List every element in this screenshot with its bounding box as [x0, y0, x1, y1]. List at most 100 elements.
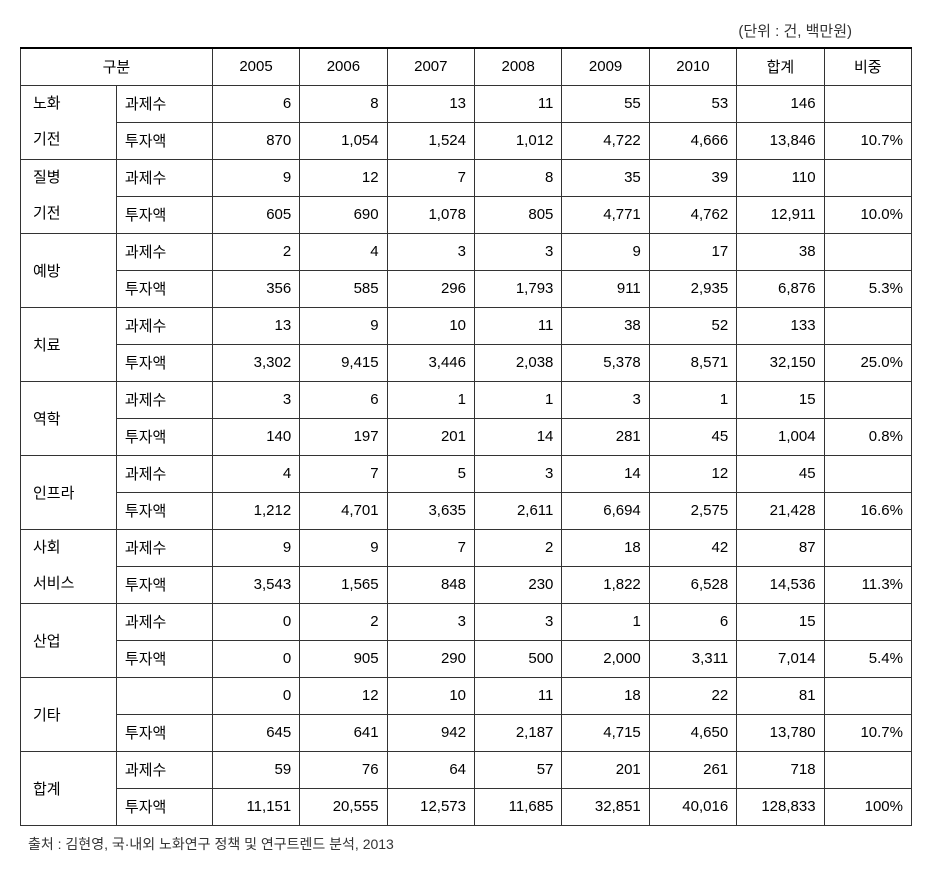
data-cell: 1: [387, 381, 474, 418]
subcategory-cell: 투자액: [116, 714, 212, 751]
data-cell: 605: [212, 196, 299, 233]
header-year: 2009: [562, 48, 649, 85]
data-cell: 10: [387, 677, 474, 714]
data-cell: 2,935: [649, 270, 736, 307]
table-row: 투자액6456419422,1874,7154,65013,78010.7%: [21, 714, 912, 751]
data-cell: 6,694: [562, 492, 649, 529]
subcategory-cell: 투자액: [116, 640, 212, 677]
data-cell: 3: [475, 455, 562, 492]
data-cell: 87: [737, 529, 824, 566]
data-cell: 14: [475, 418, 562, 455]
data-cell: 21,428: [737, 492, 824, 529]
data-cell: 2,611: [475, 492, 562, 529]
data-cell: 55: [562, 85, 649, 122]
data-cell: 2,187: [475, 714, 562, 751]
data-cell: 12: [649, 455, 736, 492]
data-cell: 2,575: [649, 492, 736, 529]
table-row: 기전투자액8701,0541,5241,0124,7224,66613,8461…: [21, 122, 912, 159]
data-cell: 1,078: [387, 196, 474, 233]
data-cell: 4,771: [562, 196, 649, 233]
data-cell: 9: [212, 529, 299, 566]
category-cell: 산업: [21, 603, 117, 677]
category-cell: 기전: [21, 196, 117, 233]
data-cell: 261: [649, 751, 736, 788]
source-citation: 출처 : 김현영, 국·내외 노화연구 정책 및 연구트렌드 분석, 2013: [20, 834, 912, 854]
subcategory-cell: 과제수: [116, 529, 212, 566]
category-cell: 기타: [21, 677, 117, 751]
data-cell: 7: [387, 529, 474, 566]
category-cell: 노화: [21, 85, 117, 122]
data-cell: 905: [300, 640, 387, 677]
subcategory-cell: 투자액: [116, 418, 212, 455]
data-cell: 5,378: [562, 344, 649, 381]
data-cell: 718: [737, 751, 824, 788]
data-cell: 140: [212, 418, 299, 455]
data-cell: 42: [649, 529, 736, 566]
data-cell: 585: [300, 270, 387, 307]
data-cell: 805: [475, 196, 562, 233]
data-cell: 500: [475, 640, 562, 677]
data-cell: 197: [300, 418, 387, 455]
data-cell: 0: [212, 640, 299, 677]
data-cell: 641: [300, 714, 387, 751]
table-row: 역학과제수36113115: [21, 381, 912, 418]
data-cell: 3,311: [649, 640, 736, 677]
table-row: 예방과제수243391738: [21, 233, 912, 270]
table-row: 기타0121011182281: [21, 677, 912, 714]
data-cell: [824, 677, 911, 714]
data-cell: 18: [562, 529, 649, 566]
data-cell: 1,054: [300, 122, 387, 159]
data-cell: 1: [649, 381, 736, 418]
data-cell: 59: [212, 751, 299, 788]
data-cell: [824, 529, 911, 566]
data-cell: 1: [475, 381, 562, 418]
data-cell: 1,212: [212, 492, 299, 529]
table-row: 기전투자액6056901,0788054,7714,76212,91110.0%: [21, 196, 912, 233]
data-cell: 9,415: [300, 344, 387, 381]
category-cell: 역학: [21, 381, 117, 455]
data-cell: 6: [212, 85, 299, 122]
data-cell: 11.3%: [824, 566, 911, 603]
header-year: 2008: [475, 48, 562, 85]
data-cell: 2: [300, 603, 387, 640]
data-cell: 6,528: [649, 566, 736, 603]
data-cell: 1,012: [475, 122, 562, 159]
subcategory-cell: 투자액: [116, 122, 212, 159]
table-row: 치료과제수13910113852133: [21, 307, 912, 344]
data-cell: 942: [387, 714, 474, 751]
data-cell: 10: [387, 307, 474, 344]
data-cell: 690: [300, 196, 387, 233]
data-cell: 146: [737, 85, 824, 122]
header-year: 2005: [212, 48, 299, 85]
data-cell: 52: [649, 307, 736, 344]
category-cell: 치료: [21, 307, 117, 381]
data-cell: 17: [649, 233, 736, 270]
table-row: 투자액11,15120,55512,57311,68532,85140,0161…: [21, 788, 912, 825]
subcategory-cell: 투자액: [116, 492, 212, 529]
data-cell: 7: [387, 159, 474, 196]
table-header: 구분 2005 2006 2007 2008 2009 2010 합계 비중: [21, 48, 912, 85]
data-cell: 3: [475, 233, 562, 270]
table-row: 사회과제수9972184287: [21, 529, 912, 566]
data-cell: 9: [562, 233, 649, 270]
table-row: 투자액14019720114281451,0040.8%: [21, 418, 912, 455]
data-cell: 0.8%: [824, 418, 911, 455]
data-cell: [824, 603, 911, 640]
data-cell: 2: [475, 529, 562, 566]
data-cell: 11: [475, 677, 562, 714]
data-cell: 11,685: [475, 788, 562, 825]
data-cell: 12,911: [737, 196, 824, 233]
data-cell: 5.3%: [824, 270, 911, 307]
table-body: 노화과제수6813115553146기전투자액8701,0541,5241,01…: [21, 85, 912, 825]
data-cell: 13: [212, 307, 299, 344]
data-cell: 12: [300, 159, 387, 196]
data-cell: [824, 751, 911, 788]
subcategory-cell: 과제수: [116, 751, 212, 788]
header-year: 2006: [300, 48, 387, 85]
data-cell: [824, 381, 911, 418]
data-cell: 11,151: [212, 788, 299, 825]
data-cell: 4,650: [649, 714, 736, 751]
data-cell: 53: [649, 85, 736, 122]
data-cell: 645: [212, 714, 299, 751]
header-category: 구분: [21, 48, 213, 85]
